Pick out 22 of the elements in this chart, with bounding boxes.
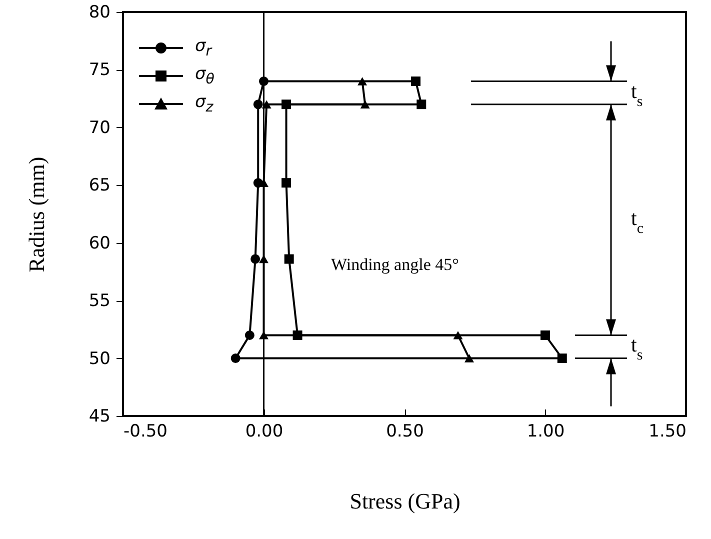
x-tick-label: -0.50: [124, 422, 168, 442]
y-tick-label: 80: [88, 2, 110, 22]
x-tick-label: 0.00: [245, 422, 284, 442]
x-tick-label: 1.00: [526, 422, 565, 442]
annotation: t$_{s}$: [631, 332, 643, 364]
y-tick-label: 75: [88, 60, 110, 80]
legend-label: σ$_{r}$: [195, 36, 212, 60]
y-tick-label: 45: [88, 406, 110, 426]
x-axis-title: Stress (GPa): [350, 488, 460, 514]
annotation: Winding angle 45°: [331, 255, 459, 274]
x-tick-label: 0.50: [386, 422, 424, 442]
legend-label: σ$_{θ}$: [195, 64, 214, 88]
y-tick-label: 65: [88, 176, 110, 196]
y-axis-title: Radius (mm): [24, 156, 49, 272]
legend-label: σ$_{z}$: [195, 92, 214, 116]
annotation: t$_{c}$: [631, 206, 644, 237]
annotation: t$_{s}$: [631, 78, 643, 110]
y-tick-label: 55: [88, 291, 110, 312]
x-tick-label: 1.50: [648, 422, 686, 442]
y-tick-label: 60: [88, 233, 110, 254]
y-tick-label: 70: [88, 118, 110, 138]
y-tick-label: 50: [88, 348, 110, 369]
